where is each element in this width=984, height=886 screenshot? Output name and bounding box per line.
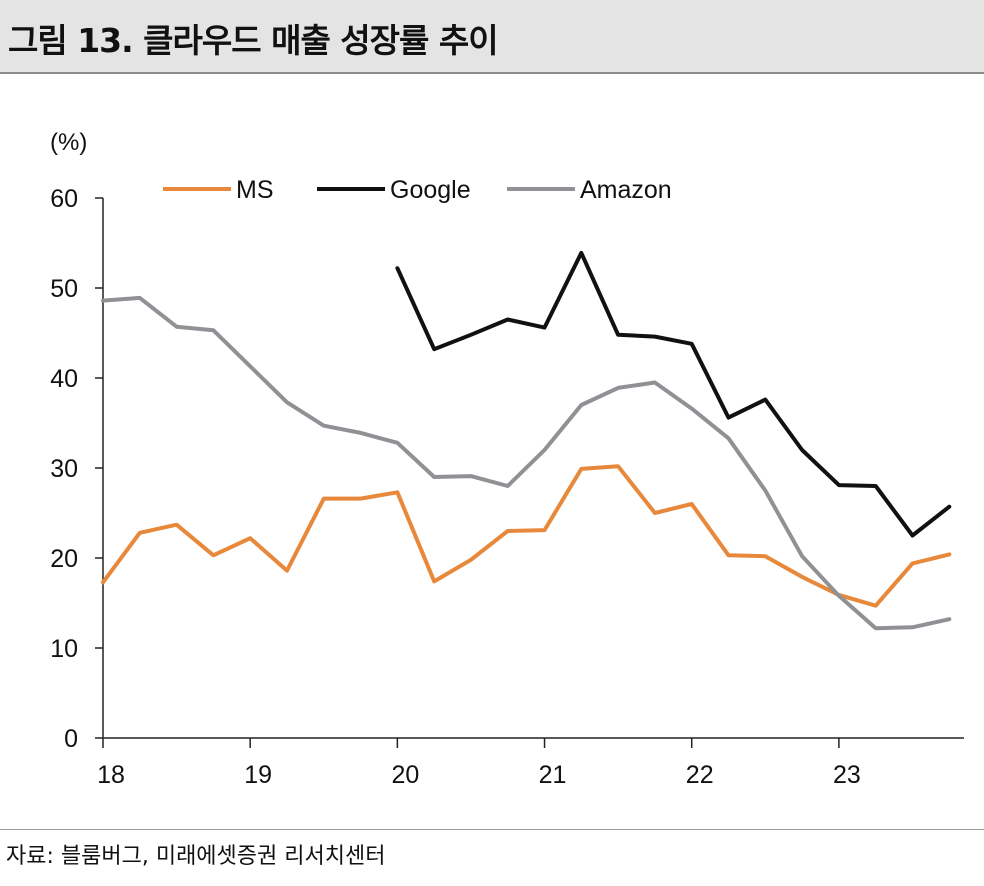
- legend-label-amazon: Amazon: [580, 176, 672, 204]
- chart-series: [101, 250, 952, 631]
- y-axis-unit-label: (%): [50, 129, 87, 156]
- series-line-amazon: [101, 295, 952, 631]
- y-tick-label: 0: [64, 725, 78, 753]
- x-tick-label: 23: [833, 761, 861, 789]
- page-title: 그림 13. 클라우드 매출 성장률 추이: [8, 21, 499, 60]
- x-tick-label: 22: [686, 761, 714, 789]
- chart-legend: MS Google Amazon: [163, 176, 672, 204]
- y-tick-label: 10: [50, 635, 78, 663]
- y-tick-label: 60: [50, 185, 78, 213]
- y-tick-label: 50: [50, 275, 78, 303]
- series-line-google: [395, 250, 952, 538]
- x-tick-label: 19: [244, 761, 272, 789]
- legend-label-google: Google: [390, 176, 471, 204]
- x-tick-label: 18: [97, 761, 125, 789]
- chart-axes: (%) 0 10 20 30 40 50 60 18 19 20 21 22 23: [50, 129, 964, 789]
- legend-label-ms: MS: [236, 176, 274, 204]
- title-bar: 그림 13. 클라우드 매출 성장률 추이: [0, 0, 984, 74]
- series-line-ms: [101, 464, 952, 608]
- x-tick-label: 21: [539, 761, 567, 789]
- source-divider: [0, 829, 984, 830]
- y-tick-label: 20: [50, 545, 78, 573]
- y-tick-label: 30: [50, 455, 78, 483]
- x-tick-label: 20: [391, 761, 419, 789]
- y-tick-label: 40: [50, 365, 78, 393]
- source-note: 자료: 블룸버그, 미래에셋증권 리서치센터: [6, 844, 386, 869]
